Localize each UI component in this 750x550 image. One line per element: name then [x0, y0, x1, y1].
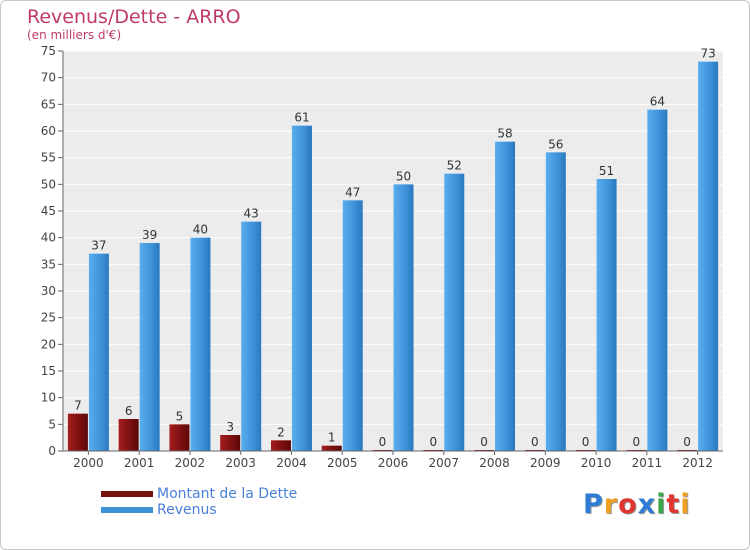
- x-tick-label-2001: 2001: [124, 456, 155, 470]
- logo-letter-0: P: [583, 489, 604, 520]
- logo-letter-5: t: [666, 489, 681, 520]
- data-label-revenus-2008: 58: [497, 127, 512, 141]
- x-tick-label-2011: 2011: [632, 456, 663, 470]
- bar-revenus-2001: [139, 243, 160, 451]
- y-tick-label-25: 25: [41, 311, 56, 325]
- x-tick-label-2004: 2004: [276, 456, 307, 470]
- x-tick-label-2003: 2003: [225, 456, 256, 470]
- data-label-revenus-2004: 61: [294, 111, 309, 125]
- bar-revenus-2005: [342, 200, 363, 451]
- data-label-debt-2010: 0: [582, 435, 590, 449]
- data-label-debt-2009: 0: [531, 435, 539, 449]
- data-label-revenus-2010: 51: [599, 164, 614, 178]
- x-tick-label-2012: 2012: [682, 456, 713, 470]
- data-label-revenus-2007: 52: [447, 159, 462, 173]
- data-label-revenus-2005: 47: [345, 185, 360, 199]
- bar-debt-2005: [321, 445, 342, 451]
- y-tick-label-5: 5: [48, 417, 56, 431]
- legend-swatch-revenus: [101, 507, 153, 513]
- y-tick-label-65: 65: [41, 97, 56, 111]
- y-tick-label-75: 75: [41, 44, 56, 58]
- bar-revenus-2000: [88, 253, 109, 451]
- proxiti-logo: Proxiti: [583, 489, 691, 520]
- logo-letter-6: i: [680, 489, 691, 520]
- data-label-debt-2003: 3: [226, 420, 234, 434]
- y-tick-label-60: 60: [41, 124, 56, 138]
- logo-letter-4: i: [656, 489, 667, 520]
- data-label-debt-2005: 1: [328, 431, 336, 445]
- x-tick-label-2000: 2000: [73, 456, 104, 470]
- bar-debt-2002: [169, 424, 190, 451]
- y-tick-label-40: 40: [41, 231, 56, 245]
- data-label-debt-2001: 6: [125, 404, 133, 418]
- legend-label-debt: Montant de la Dette: [157, 486, 298, 502]
- logo-letter-1: r: [603, 489, 619, 520]
- data-label-revenus-2001: 39: [142, 228, 157, 242]
- y-tick-label-45: 45: [41, 204, 56, 218]
- bar-revenus-2006: [393, 184, 414, 452]
- data-label-revenus-2006: 50: [396, 169, 411, 183]
- logo-letter-2: o: [618, 489, 638, 520]
- bar-debt-2003: [220, 435, 241, 451]
- bar-debt-2004: [270, 440, 291, 451]
- legend-label-revenus: Revenus: [157, 502, 217, 518]
- bar-revenus-2011: [647, 109, 668, 452]
- data-label-revenus-2000: 37: [91, 239, 106, 253]
- y-tick-label-0: 0: [48, 444, 56, 458]
- legend-swatch-debt: [101, 491, 153, 497]
- bar-debt-2000: [67, 413, 88, 451]
- x-tick-label-2008: 2008: [479, 456, 510, 470]
- bar-revenus-2002: [190, 237, 211, 451]
- y-tick-label-35: 35: [41, 257, 56, 271]
- x-tick-label-2010: 2010: [581, 456, 612, 470]
- y-tick-label-15: 15: [41, 364, 56, 378]
- bar-revenus-2003: [241, 221, 262, 451]
- x-tick-label-2009: 2009: [530, 456, 561, 470]
- y-tick-label-10: 10: [41, 391, 56, 405]
- data-label-debt-2000: 7: [74, 399, 82, 413]
- logo-letter-3: x: [637, 489, 657, 520]
- data-label-revenus-2011: 64: [650, 95, 665, 109]
- bar-revenus-2009: [545, 152, 566, 452]
- x-tick-label-2002: 2002: [175, 456, 206, 470]
- bar-revenus-2004: [291, 125, 312, 452]
- data-label-debt-2012: 0: [683, 435, 691, 449]
- data-label-debt-2011: 0: [633, 435, 641, 449]
- x-tick-label-2006: 2006: [378, 456, 409, 470]
- y-tick-label-50: 50: [41, 177, 56, 191]
- x-tick-label-2005: 2005: [327, 456, 358, 470]
- y-tick-label-20: 20: [41, 337, 56, 351]
- data-label-debt-2002: 5: [176, 409, 184, 423]
- y-tick-label-55: 55: [41, 151, 56, 165]
- bar-debt-2001: [118, 419, 139, 451]
- bar-revenus-2008: [495, 141, 516, 451]
- x-tick-label-2007: 2007: [428, 456, 459, 470]
- bar-revenus-2010: [596, 179, 617, 451]
- data-label-debt-2008: 0: [480, 435, 488, 449]
- bar-revenus-2007: [444, 173, 465, 451]
- plot-area: [63, 51, 723, 451]
- data-label-revenus-2012: 73: [700, 47, 715, 61]
- data-label-revenus-2002: 40: [193, 223, 208, 237]
- data-label-debt-2007: 0: [429, 435, 437, 449]
- data-label-revenus-2003: 43: [244, 207, 259, 221]
- data-label-debt-2006: 0: [379, 435, 387, 449]
- y-tick-label-70: 70: [41, 71, 56, 85]
- data-label-revenus-2009: 56: [548, 137, 563, 151]
- chart-title: Revenus/Dette - ARRO: [27, 6, 241, 28]
- chart-subtitle: (en milliers d'€): [27, 28, 122, 42]
- bar-revenus-2012: [698, 61, 719, 452]
- data-label-debt-2004: 2: [277, 425, 285, 439]
- y-tick-label-30: 30: [41, 284, 56, 298]
